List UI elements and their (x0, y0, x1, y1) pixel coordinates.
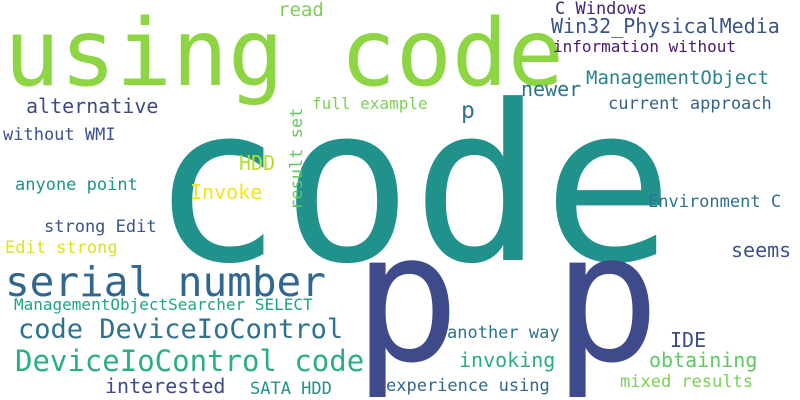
word-edit-strong: Edit strong (5, 238, 118, 258)
word-environment-c: Environment C (648, 192, 782, 212)
word-without-wmi: without WMI (3, 125, 116, 145)
word-information-without: information without (553, 37, 737, 56)
word-experience-using: experience using (386, 376, 550, 396)
word-result-set: result set (287, 107, 307, 210)
word-ide: IDE (670, 328, 707, 352)
word-code-deviceiocontrol: code DeviceIoControl (18, 314, 344, 345)
word-managementobject: ManagementObject (586, 67, 770, 89)
word-win32-physicalmedia: Win32_PhysicalMedia (551, 14, 780, 38)
word-managementobjectsearcher-select: ManagementObjectSearcher SELECT (14, 295, 313, 314)
word-hdd: HDD (239, 151, 276, 175)
word-p-large-left: p (353, 195, 461, 400)
word-p-small: p (461, 98, 475, 124)
word-p-large-right: p (553, 195, 661, 400)
word-another-way: another way (447, 323, 560, 343)
word-serial-number: serial number (5, 258, 326, 306)
word-mixed-results: mixed results (620, 372, 754, 392)
word-invoke: Invoke (190, 180, 263, 204)
word-obtaining: obtaining (649, 348, 758, 372)
word-read: read (278, 0, 324, 21)
word-strong-edit: strong Edit (44, 217, 157, 237)
word-interested: interested (105, 374, 226, 398)
word-sata-hdd: SATA HDD (250, 379, 332, 399)
word-alternative: alternative (26, 94, 159, 118)
word-seems: seems (731, 238, 792, 262)
word-current-approach: current approach (608, 94, 772, 114)
word-full-example: full example (312, 94, 428, 113)
word-invoking: invoking (459, 348, 556, 372)
word-c-windows: C Windows (555, 0, 648, 19)
word-newer: newer (521, 77, 582, 101)
word-using-code: using code (4, 0, 564, 107)
word-anyone-point: anyone point (15, 175, 138, 195)
word-deviceiocontrol-code: DeviceIoControl code (15, 344, 365, 378)
word-code: code (151, 60, 674, 312)
